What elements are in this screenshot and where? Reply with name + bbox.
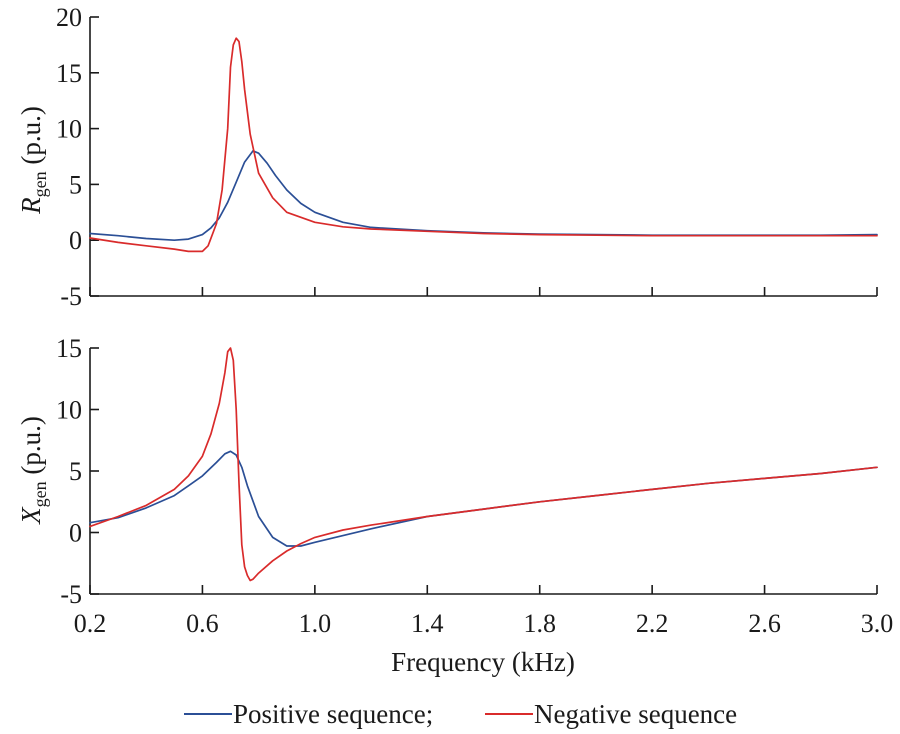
series-line-positive-x: [89, 450, 878, 547]
series-line-positive-r: [89, 150, 878, 242]
y-tick-label-x: 0: [69, 519, 82, 548]
y-tick-label-r: 5: [69, 170, 82, 199]
y-tick-label-r: 0: [69, 226, 82, 255]
series-line-negative-r: [89, 37, 878, 253]
y-tick-label-r: 20: [56, 3, 82, 32]
y-tick-label-r: -5: [60, 282, 82, 311]
x-tick-label: 2.6: [748, 609, 781, 638]
x-axis-title: Frequency (kHz): [391, 647, 575, 677]
x-tick-label: 1.0: [299, 609, 332, 638]
series-line-negative-x: [89, 347, 878, 582]
y-tick-label-r: 10: [56, 115, 82, 144]
panel-x-gen: Xgen (p.u.) Frequency (kHz) -5 0 5 10 15 0.2 0…: [16, 334, 893, 677]
x-tick-label: 3.0: [861, 609, 894, 638]
y-tick-label-x: 15: [56, 334, 82, 363]
y-tick-label-r: 15: [56, 59, 82, 88]
x-tick-label: 1.8: [523, 609, 556, 638]
x-tick-label: 0.6: [186, 609, 219, 638]
y-tick-label-x: 10: [56, 396, 82, 425]
x-tick-label: 1.4: [411, 609, 444, 638]
x-tick-label: 2.2: [636, 609, 669, 638]
legend-label-negative: Negative sequence: [534, 699, 737, 729]
y-tick-label-x: 5: [69, 457, 82, 486]
y-tick-label-x: -5: [60, 580, 82, 609]
y-axis-title-r: Rgen (p.u.): [16, 106, 50, 215]
y-axis-title-x: Xgen (p.u.): [16, 416, 50, 525]
legend: Positive sequence; Negative sequence: [184, 699, 737, 729]
legend-label-positive: Positive sequence;: [233, 699, 433, 729]
panel-r-gen: Rgen (p.u.) -5 0 5 10 15 20: [16, 3, 878, 311]
x-tick-label: 0.2: [74, 609, 107, 638]
